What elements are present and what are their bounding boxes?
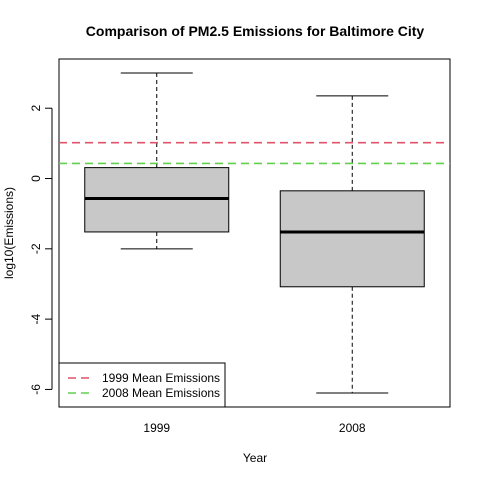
legend-label-1: 2008 Mean Emissions — [102, 386, 220, 400]
y-tick-label: -6 — [29, 384, 43, 395]
box-2008 — [279, 190, 425, 288]
x-axis-label: Year — [243, 451, 267, 465]
legend-label-0: 1999 Mean Emissions — [102, 371, 220, 385]
y-axis: -6 -4 -2 0 2 — [29, 105, 53, 395]
x-axis: 1999 2008 — [143, 421, 366, 435]
legend-box — [58, 362, 226, 408]
y-tick-label: -4 — [29, 313, 43, 324]
x-tick-label: 1999 — [143, 421, 170, 435]
mean-lines-layer — [59, 141, 450, 165]
plot-frame — [58, 58, 451, 408]
x-tick-label: 2008 — [339, 421, 366, 435]
chart-title: Comparison of PM2.5 Emissions for Baltim… — [86, 23, 425, 39]
y-tick-label: -2 — [29, 243, 43, 254]
boxes-layer — [84, 72, 425, 394]
y-tick-label: 0 — [29, 175, 43, 182]
y-tick-label: 2 — [29, 105, 43, 112]
y-axis-label: log10(Emissions) — [2, 187, 16, 279]
